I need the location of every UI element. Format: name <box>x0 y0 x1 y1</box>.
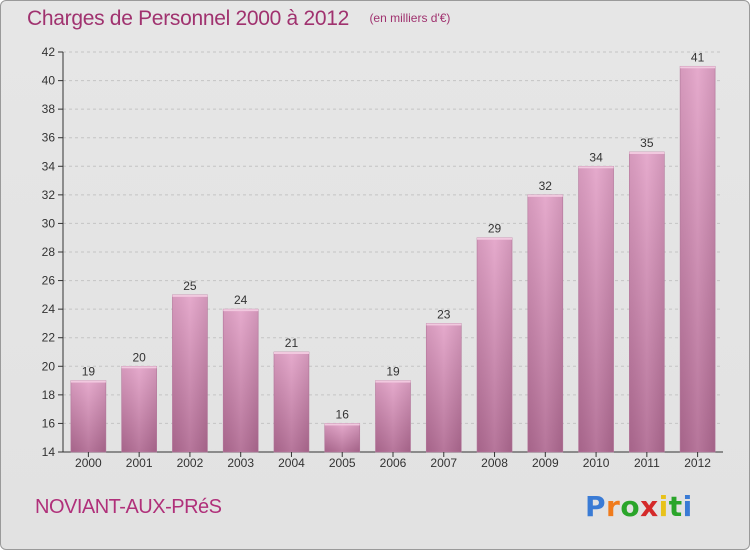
bar-value-label: 35 <box>640 136 654 150</box>
bar-top-highlight <box>527 194 563 197</box>
x-tick-label: 2005 <box>329 456 356 470</box>
bar-value-label: 25 <box>183 279 197 293</box>
bar-shade <box>121 366 157 452</box>
bar-top-highlight <box>273 352 309 354</box>
bar-value-label: 24 <box>234 293 248 307</box>
bar-shade <box>375 380 411 452</box>
y-tick-label: 16 <box>42 416 56 430</box>
logo-letter: x <box>640 490 659 523</box>
y-tick-label: 26 <box>42 274 56 288</box>
logo-letter: i <box>682 490 693 523</box>
logo-letter: i <box>658 490 669 523</box>
x-tick-label: 2004 <box>278 456 305 470</box>
logo-letter: t <box>668 490 683 523</box>
y-tick-label: 22 <box>42 331 56 345</box>
bar-top-highlight <box>477 237 513 240</box>
bar-value-label: 20 <box>132 350 146 364</box>
y-tick-label: 20 <box>42 359 56 373</box>
bar-value-label: 32 <box>539 179 553 193</box>
bar-value-label: 21 <box>285 336 299 350</box>
y-tick-label: 28 <box>42 245 56 259</box>
x-tick-label: 2008 <box>481 456 508 470</box>
x-tick-label: 2006 <box>380 456 407 470</box>
bar-top-highlight <box>426 323 462 326</box>
logo-letter: P <box>585 490 607 523</box>
y-tick-label: 42 <box>42 45 56 59</box>
x-tick-label: 2012 <box>684 456 711 470</box>
bar-value-label: 19 <box>82 365 96 379</box>
bar-shade <box>324 423 360 452</box>
bar-top-highlight <box>629 152 665 154</box>
chart-subtitle: (en milliers d'€) <box>369 11 451 25</box>
bar-shade <box>527 194 563 452</box>
bar-top-highlight <box>121 366 157 369</box>
logo-letter: r <box>606 490 621 523</box>
logo-letter: o <box>620 490 641 523</box>
bar-top-highlight <box>680 66 716 69</box>
y-tick-label: 38 <box>42 102 56 116</box>
x-tick-label: 2000 <box>75 456 102 470</box>
bar-shade <box>172 294 208 452</box>
y-tick-label: 30 <box>42 216 56 230</box>
bar-shade <box>629 152 665 452</box>
y-tick-label: 36 <box>42 131 56 145</box>
commune-name: NOVIANT-AUX-PRéS <box>35 496 222 518</box>
bar-top-highlight <box>578 166 614 169</box>
bar-value-label: 19 <box>386 365 400 379</box>
bar-value-label: 34 <box>589 150 603 164</box>
y-tick-label: 40 <box>42 74 56 88</box>
bar-shade <box>477 237 513 452</box>
x-tick-label: 2002 <box>177 456 204 470</box>
bar-value-label: 16 <box>336 407 350 421</box>
x-tick-label: 2001 <box>126 456 153 470</box>
bar-value-label: 23 <box>437 307 451 321</box>
y-tick-label: 32 <box>42 188 56 202</box>
y-tick-label: 18 <box>42 388 56 402</box>
bar-shade <box>70 380 106 452</box>
y-tick-label: 24 <box>42 302 56 316</box>
x-tick-label: 2003 <box>227 456 254 470</box>
bar-value-label: 29 <box>488 222 502 236</box>
bar-value-label: 41 <box>691 50 705 64</box>
chart-header: Charges de Personnel 2000 à 2012 (en mil… <box>27 7 450 31</box>
bar-top-highlight <box>324 423 360 426</box>
bar-top-highlight <box>172 294 208 297</box>
bar-shade <box>426 323 462 452</box>
bar-top-highlight <box>70 380 106 383</box>
bar-top-highlight <box>375 380 411 383</box>
bar-shade <box>223 309 259 452</box>
x-tick-label: 2009 <box>532 456 559 470</box>
chart-title: Charges de Personnel 2000 à 2012 <box>27 7 349 30</box>
y-tick-label: 34 <box>42 159 56 173</box>
bar-top-highlight <box>223 309 259 312</box>
x-tick-label: 2010 <box>583 456 610 470</box>
proxiti-logo: Proxiti <box>585 490 693 523</box>
bar-shade <box>680 66 716 453</box>
bar-shade <box>578 166 614 453</box>
x-tick-label: 2011 <box>634 456 660 470</box>
bar-shade <box>273 352 309 452</box>
x-tick-label: 2007 <box>430 456 457 470</box>
y-tick-label: 14 <box>42 445 56 459</box>
